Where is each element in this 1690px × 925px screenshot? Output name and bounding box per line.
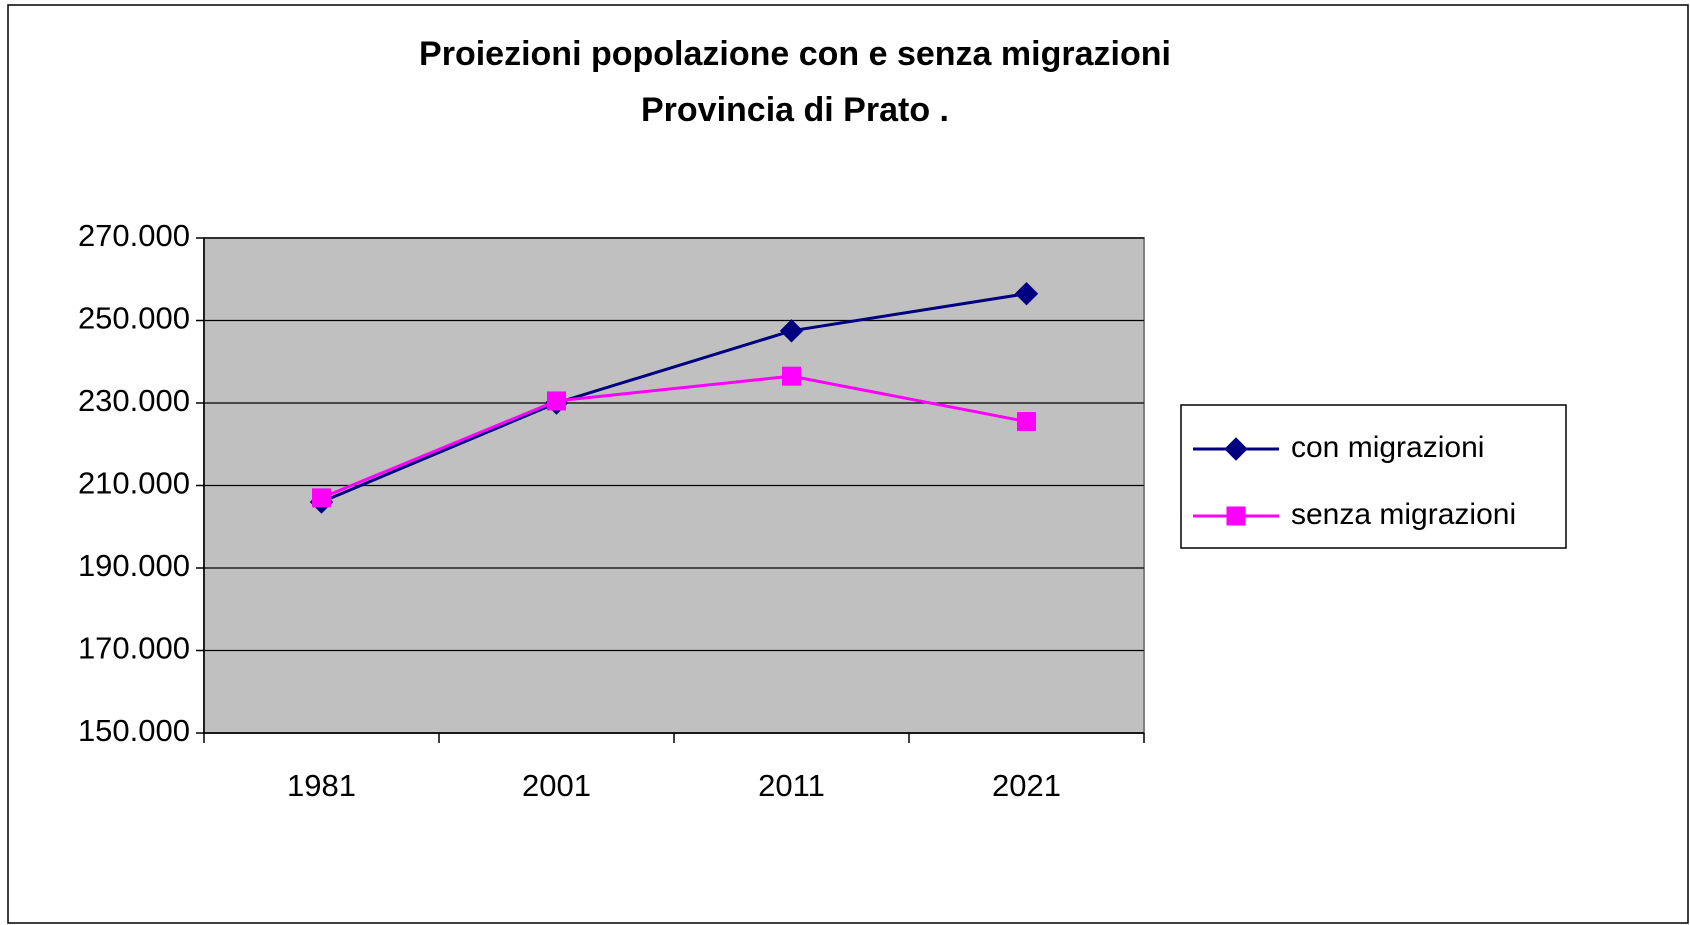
data-point [779,319,804,343]
legend-marker [1226,506,1246,526]
data-point [782,366,801,386]
y-tick-label: 210.000 [78,466,190,501]
x-tick-label: 2011 [758,768,825,803]
y-tick-label: 150.000 [78,713,190,748]
legend-marker [1224,437,1248,461]
y-tick-label: 170.000 [78,631,190,666]
legend-label: con migrazioni [1291,431,1484,464]
legend-label: senza migrazioni [1291,498,1516,531]
series-line [320,292,1027,504]
y-tick-label: 190.000 [78,548,190,583]
x-tick-label: 2021 [992,768,1061,803]
chart-title: Proiezioni popolazione con e senza migra… [419,35,1171,73]
y-tick-label: 230.000 [78,383,190,418]
data-point [1017,412,1036,432]
chart-subtitle: Provincia di Prato . [641,91,949,129]
data-point [547,391,566,411]
data-point [312,488,331,508]
x-tick-label: 1981 [287,768,356,803]
y-tick-label: 250.000 [78,301,190,336]
x-tick-label: 2001 [522,768,591,803]
y-tick-label: 270.000 [78,218,190,253]
series-line [320,374,1027,500]
data-point [1014,281,1039,306]
